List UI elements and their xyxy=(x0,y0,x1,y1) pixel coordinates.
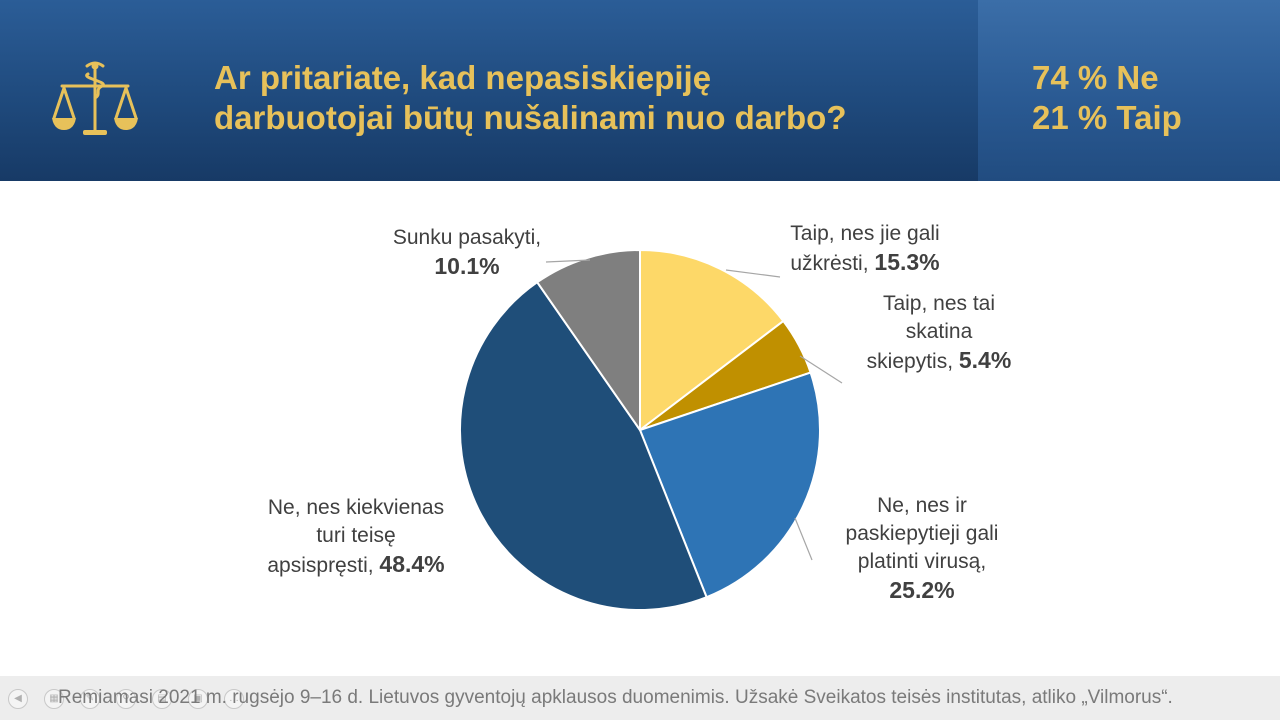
leader-line-5 xyxy=(545,259,591,263)
result-summary: 74 % Ne 21 % Taip xyxy=(1032,58,1182,138)
slice-label-1: Taip, nes jie gali užkrėsti, 15.3% xyxy=(765,220,965,278)
zoom-button[interactable]: ⚲ xyxy=(116,689,136,709)
pie-slice-4 xyxy=(459,280,708,612)
leader-line-2 xyxy=(799,355,843,384)
slice-label-line: Ne, nes kiekvienas xyxy=(267,496,445,519)
slice-label-line: užkrėsti, 15.3% xyxy=(790,249,940,275)
pie-slice-5 xyxy=(535,248,641,434)
summary-panel xyxy=(978,0,1280,181)
slice-label-line: skiepytis, 5.4% xyxy=(866,347,1012,373)
slice-value: 10.1% xyxy=(434,253,500,279)
slice-label-line: apsispręsti, 48.4% xyxy=(267,551,445,577)
pie-chart xyxy=(459,248,843,612)
subtitles-button[interactable]: ▣ xyxy=(188,689,208,709)
summary-no: 74 % Ne xyxy=(1032,59,1159,96)
question-line-1: Ar pritariate, kad nepasiskiepiję xyxy=(214,59,712,96)
slice-value: 25.2% xyxy=(889,577,955,603)
slice-label-5: Sunku pasakyti, 10.1% xyxy=(366,224,568,280)
source-note: Remiamasi 2021 m. rugsėjo 9–16 d. Lietuv… xyxy=(58,687,1173,708)
slice-label-4: Ne, nes kiekvienas turi teisę apsispręsti,… xyxy=(238,494,474,580)
slice-label-line: Taip, nes tai xyxy=(882,292,996,315)
question-line-2: darbuotojai būtų nušalinami nuo darbo? xyxy=(214,99,847,136)
slice-value: 5.4% xyxy=(958,347,1012,373)
slice-label-3: Ne, nes ir paskiepytieji gali platinti vir… xyxy=(812,492,1032,604)
slice-label-line: turi teisę xyxy=(316,524,396,547)
leader-line-3 xyxy=(794,517,813,561)
pen-tool-button[interactable]: ✎ xyxy=(80,689,100,709)
slice-label-line: skatina xyxy=(905,320,973,343)
slice-value: 48.4% xyxy=(379,551,445,577)
previous-slide-button[interactable]: ◀ xyxy=(8,689,28,709)
footer-bar: ◀ ▦ ✎ ⚲ ▤ ▣ … Remiamasi 2021 m. rugsėjo … xyxy=(0,676,1280,720)
leader-line-1 xyxy=(725,269,781,278)
slide-menu-button[interactable]: ▦ xyxy=(44,689,64,709)
summary-yes: 21 % Taip xyxy=(1032,99,1182,136)
slice-label-line: Taip, nes jie gali xyxy=(790,222,940,245)
slice-label-line: Sunku pasakyti, xyxy=(392,226,542,249)
slice-label-line: Ne, nes ir xyxy=(877,494,967,517)
slice-value: 15.3% xyxy=(874,249,940,275)
slice-label-2: Taip, nes tai skatina skiepytis, 5.4% xyxy=(848,290,1030,376)
slice-label-line: platinti virusą, xyxy=(857,550,987,573)
slice-label-line: paskiepytieji gali xyxy=(845,522,999,545)
survey-question: Ar pritariate, kad nepasiskiepiję darbuo… xyxy=(214,58,954,138)
slide-sorter-button[interactable]: ▤ xyxy=(152,689,172,709)
pie-slice-1 xyxy=(639,248,785,433)
options-button[interactable]: … xyxy=(224,689,244,709)
scales-of-justice-icon xyxy=(52,61,138,135)
